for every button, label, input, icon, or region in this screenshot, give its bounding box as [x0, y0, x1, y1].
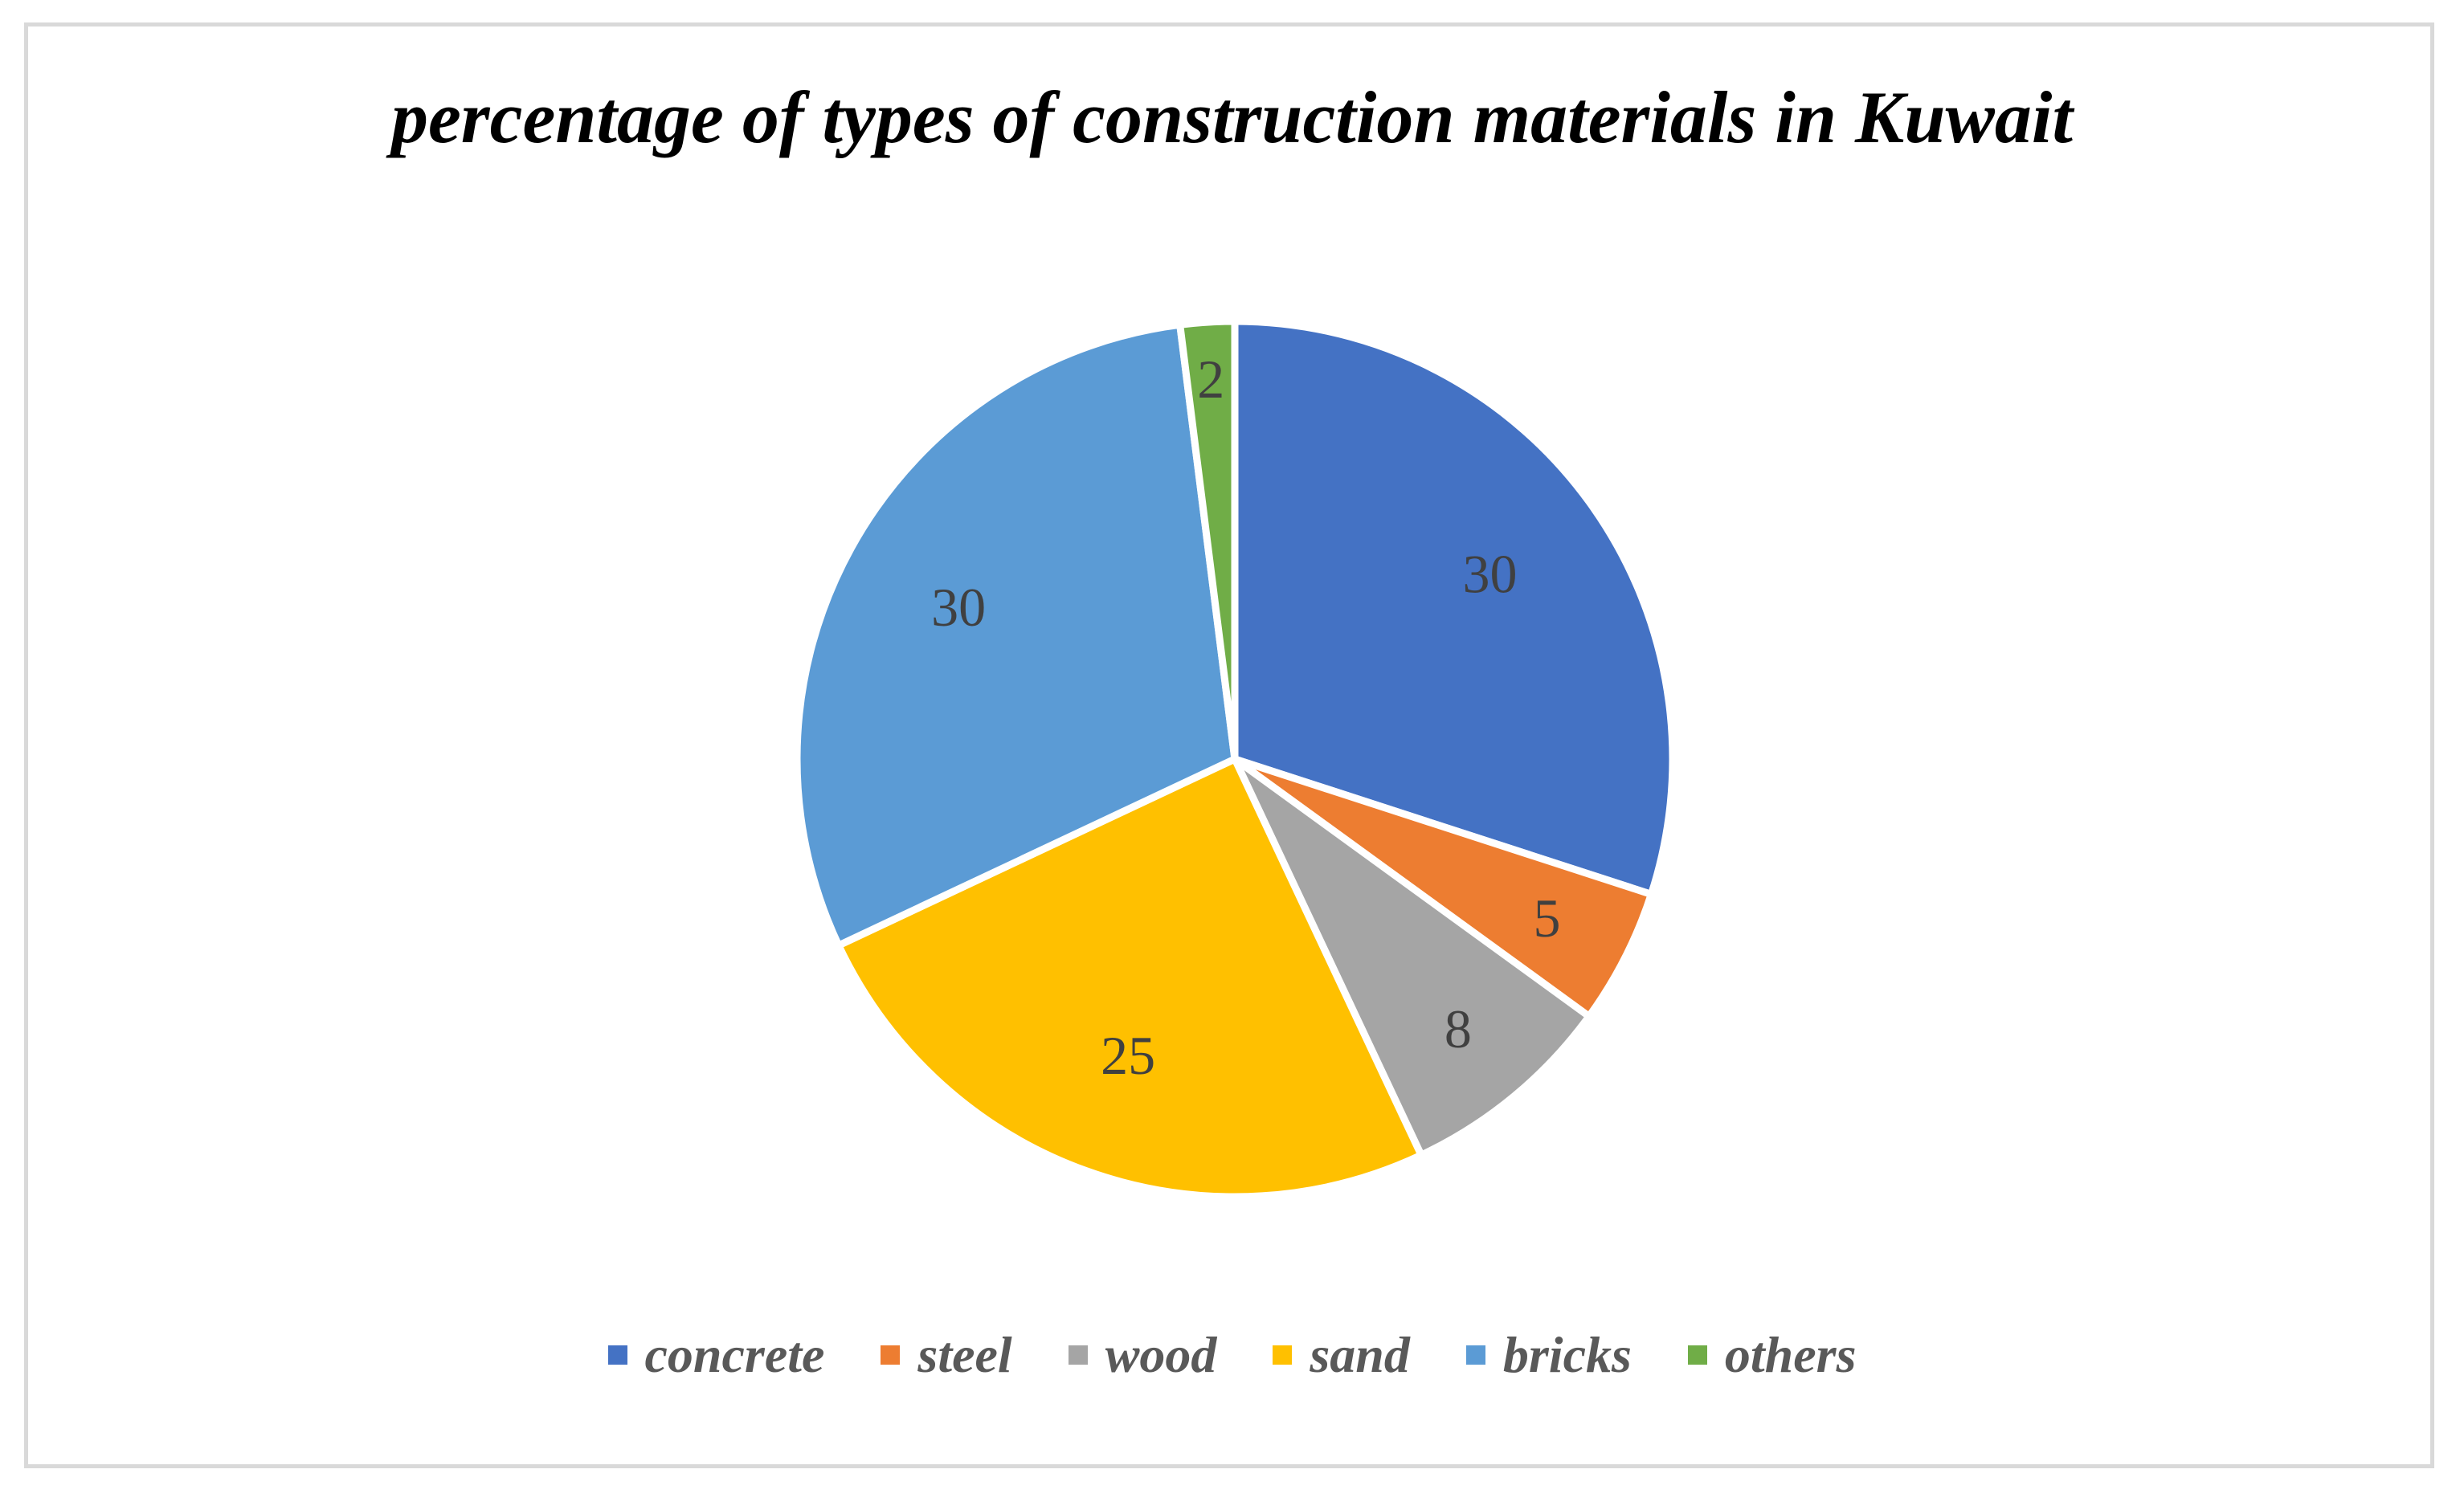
legend-swatch-sand: [1273, 1345, 1293, 1365]
legend-label-wood: wood: [1105, 1326, 1217, 1383]
legend: concrete steel wood sand bricks others: [0, 1329, 2464, 1381]
data-label-bricks: 30: [931, 577, 986, 638]
legend-item-sand: sand: [1273, 1329, 1410, 1381]
legend-label-bricks: bricks: [1502, 1326, 1632, 1383]
data-label-wood: 8: [1444, 998, 1472, 1059]
data-label-others: 2: [1197, 349, 1224, 410]
data-label-steel: 5: [1533, 888, 1560, 949]
data-label-concrete: 30: [1462, 543, 1517, 604]
legend-item-others: others: [1687, 1326, 1857, 1383]
legend-label-steel: steel: [917, 1326, 1012, 1383]
legend-swatch-bricks: [1465, 1345, 1485, 1365]
legend-item-concrete: concrete: [607, 1326, 825, 1383]
legend-label-sand: sand: [1310, 1326, 1410, 1383]
legend-label-others: others: [1724, 1326, 1857, 1383]
legend-item-steel: steel: [881, 1326, 1012, 1383]
legend-swatch-concrete: [607, 1345, 627, 1365]
legend-label-concrete: concrete: [644, 1326, 825, 1383]
legend-swatch-others: [1687, 1345, 1707, 1365]
pie-slice-bricks: [793, 320, 1239, 949]
legend-swatch-steel: [881, 1345, 901, 1365]
legend-item-bricks: bricks: [1465, 1326, 1632, 1383]
pie-slice-sand: [835, 755, 1425, 1201]
legend-item-wood: wood: [1068, 1326, 1217, 1383]
pie-slice-others: [1176, 317, 1239, 763]
pie-slice-concrete: [1231, 317, 1677, 898]
pie-slice-wood: [1231, 755, 1593, 1159]
data-label-sand: 25: [1101, 1025, 1155, 1086]
legend-swatch-wood: [1068, 1345, 1088, 1365]
chart-title: percentage of types of construction mate…: [390, 76, 2074, 158]
